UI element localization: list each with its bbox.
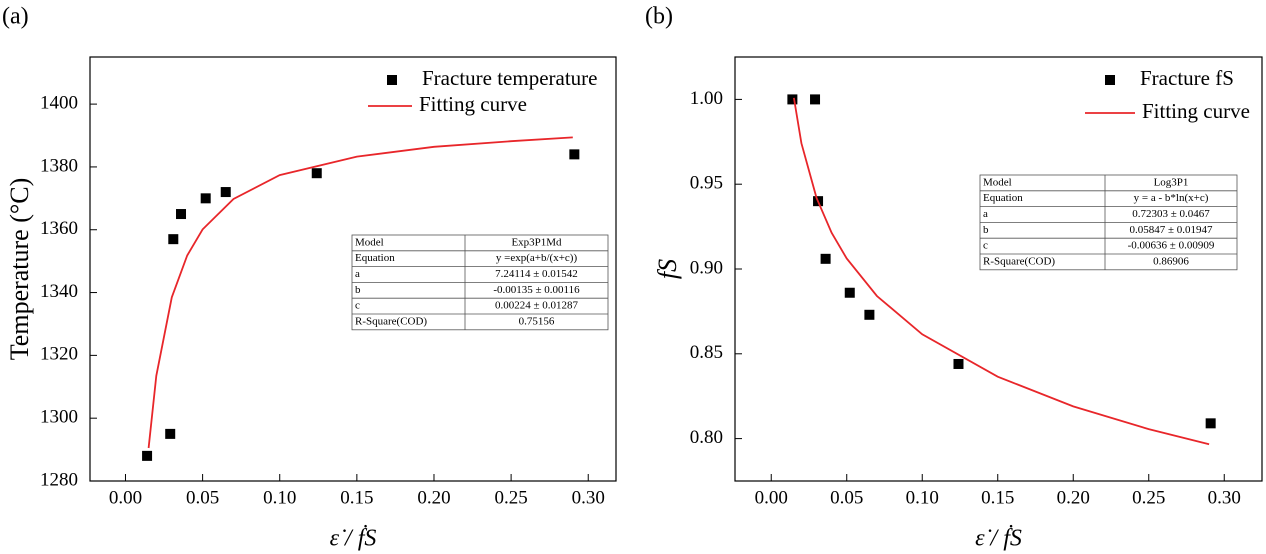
data-point (569, 149, 580, 160)
y-tick-label: 0.95 (690, 173, 723, 194)
x-tick-label: 0.15 (340, 487, 373, 508)
table-cell: Model (355, 236, 384, 248)
x-tick-label: 0.00 (755, 487, 788, 508)
y-axis-label: fS (653, 259, 682, 279)
y-tick-label: 0.90 (690, 257, 723, 278)
data-point (864, 309, 875, 320)
x-tick-label: 0.05 (830, 487, 863, 508)
fit-curve (147, 136, 573, 449)
data-point (176, 209, 187, 220)
table-cell: R-Square(COD) (355, 315, 427, 327)
x-tick-label: 0.15 (981, 487, 1014, 508)
y-tick-label: 1.00 (690, 88, 723, 109)
table-cell: 0.05847 ± 0.01947 (1129, 224, 1213, 236)
table-cell: R-Square(COD) (983, 255, 1055, 267)
legend-label: Fracture temperature (422, 66, 598, 90)
table-cell: b (355, 284, 361, 296)
plot-frame (89, 56, 617, 482)
x-tick-label: 0.25 (1132, 487, 1165, 508)
y-tick-label: 1280 (40, 469, 78, 490)
table-cell: c (355, 300, 360, 312)
x-tick-label: 0.20 (417, 487, 450, 508)
table-cell: a (355, 268, 360, 280)
y-axis-label: Temperature (°C) (5, 178, 34, 361)
legend-label: Fracture fS (1140, 66, 1234, 90)
table-cell: Equation (355, 252, 395, 264)
x-tick-label: 0.30 (572, 487, 605, 508)
x-axis-label: ε̇ / ḟS (975, 526, 1022, 552)
data-point (844, 287, 855, 298)
table-cell: Model (983, 176, 1012, 188)
x-tick-label: 0.05 (186, 487, 219, 508)
legend-marker (1105, 75, 1115, 85)
x-tick-label: 0.00 (109, 487, 142, 508)
x-tick-label: 0.25 (494, 487, 527, 508)
data-point (787, 94, 798, 105)
table-cell: b (983, 224, 989, 236)
data-point (168, 234, 179, 245)
legend-label: Fitting curve (1142, 99, 1250, 123)
data-point (220, 187, 231, 198)
fit-curve (793, 97, 1210, 446)
table-cell: Exp3P1Md (511, 236, 562, 248)
table-cell: y =exp(a+b/(x+c)) (496, 252, 578, 264)
table-cell: 0.00224 ± 0.01287 (495, 300, 579, 312)
data-point (1205, 418, 1216, 429)
data-point (953, 358, 964, 369)
panel-label: (b) (645, 4, 673, 30)
table-cell: 0.72303 ± 0.0467 (1132, 208, 1210, 220)
data-point (165, 428, 176, 439)
y-tick-label: 0.80 (690, 427, 723, 448)
table-cell: Log3P1 (1154, 176, 1189, 188)
y-tick-label: 1400 (40, 92, 78, 113)
x-tick-label: 0.20 (1057, 487, 1090, 508)
table-cell: -0.00636 ± 0.00909 (1128, 240, 1215, 252)
legend-marker (387, 75, 397, 85)
table-cell: 0.86906 (1153, 255, 1189, 267)
y-tick-label: 1360 (40, 218, 78, 239)
table-cell: a (983, 208, 988, 220)
table-cell: 0.75156 (519, 315, 555, 327)
table-cell: y = a - b*ln(x+c) (1134, 192, 1209, 204)
y-tick-label: 0.85 (690, 342, 723, 363)
table-cell: c (983, 240, 988, 252)
table-cell: Equation (983, 192, 1023, 204)
data-point (200, 193, 211, 204)
x-tick-label: 0.10 (263, 487, 296, 508)
table-cell: -0.00135 ± 0.00116 (493, 284, 580, 296)
y-tick-label: 1340 (40, 281, 78, 302)
data-point (311, 168, 322, 179)
legend-label: Fitting curve (419, 92, 527, 116)
data-point (810, 94, 821, 105)
y-tick-label: 1380 (40, 155, 78, 176)
y-tick-label: 1300 (40, 407, 78, 428)
data-point (820, 253, 831, 264)
x-axis-label: ε̇ / ḟS (330, 526, 377, 552)
panel-label: (a) (2, 4, 29, 30)
x-tick-label: 0.30 (1208, 487, 1241, 508)
y-tick-label: 1320 (40, 344, 78, 365)
data-point (142, 450, 153, 461)
table-cell: 7.24114 ± 0.01542 (495, 268, 578, 280)
x-tick-label: 0.10 (906, 487, 939, 508)
